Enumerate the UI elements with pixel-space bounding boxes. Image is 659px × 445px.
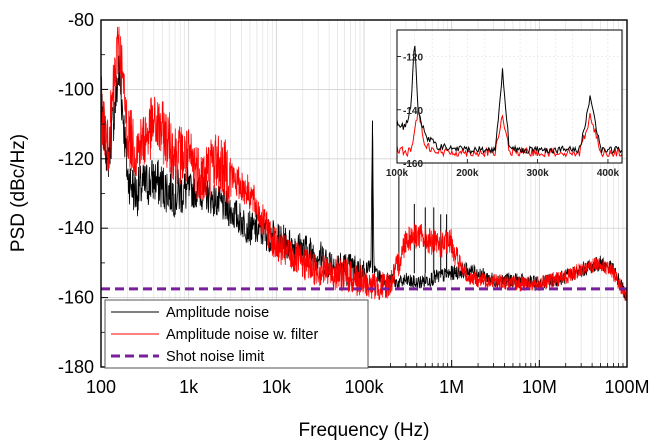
inset-y-tick-label: -140 — [403, 106, 423, 117]
legend: Amplitude noise Amplitude noise w. filte… — [104, 299, 369, 369]
x-tick-labels: 100 1k 10k 100k 1M 10M 100M — [86, 377, 650, 397]
y-tick-label: -100 — [58, 79, 94, 99]
y-tick-label: -180 — [58, 357, 94, 377]
legend-label-amplitude-noise-filter: Amplitude noise w. filter — [166, 327, 318, 343]
inset-series — [397, 45, 622, 158]
y-axis-title: PSD (dBc/Hz) — [8, 134, 29, 252]
legend-label-shot-noise-limit: Shot noise limit — [166, 349, 264, 365]
x-tick-label: 1M — [439, 377, 464, 397]
x-tick-label: 10M — [522, 377, 557, 397]
y-tick-label: -120 — [58, 149, 94, 169]
y-tick-label: -140 — [58, 218, 94, 238]
inset-tick-labels: -160 -140 -120 100k 200k 300k 400k — [386, 53, 620, 179]
inset-frame — [396, 29, 623, 164]
legend-label-amplitude-noise: Amplitude noise — [166, 305, 269, 321]
x-tick-label: 100M — [604, 377, 649, 397]
inset-y-tick-label: -120 — [403, 53, 423, 64]
y-tick-label: -80 — [68, 10, 94, 30]
inset-x-tick-label: 200k — [456, 168, 479, 179]
y-tick-labels: -180 -160 -140 -120 -100 -80 — [58, 10, 94, 377]
inset-background — [397, 30, 622, 163]
inset-x-tick-label: 400k — [597, 168, 620, 179]
x-tick-label: 10k — [262, 377, 292, 397]
inset-x-tick-label: 100k — [386, 168, 409, 179]
x-axis-title: Frequency (Hz) — [299, 420, 430, 441]
x-tick-label: 100 — [86, 377, 116, 397]
inset-y-tick-label: -160 — [403, 159, 423, 170]
x-tick-label: 1k — [179, 377, 199, 397]
x-tick-label: 100k — [344, 377, 384, 397]
inset-series-amplitude-noise — [397, 45, 622, 155]
inset-series-amplitude-noise-filter — [397, 107, 622, 158]
y-tick-label: -160 — [58, 288, 94, 308]
inset-x-tick-label: 300k — [527, 168, 550, 179]
main-series — [101, 26, 627, 301]
